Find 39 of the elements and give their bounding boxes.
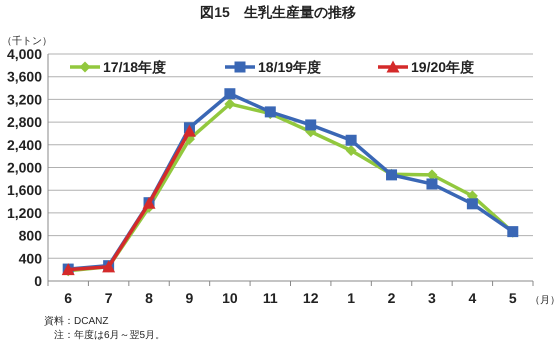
legend-label: 18/19年度 (258, 59, 322, 75)
x-tick-label: 8 (145, 290, 154, 306)
y-tick-label: 3,200 (6, 91, 42, 108)
y-tick-label: 4,000 (6, 46, 42, 62)
point (224, 98, 236, 110)
chart-title: 図15 生乳生産量の推移 (200, 4, 356, 20)
y-tick-label: 800 (18, 228, 42, 244)
point (426, 178, 438, 190)
point (466, 198, 478, 210)
legend-label: 19/20年度 (411, 59, 474, 75)
y-tick-label: 1,600 (6, 182, 42, 198)
y-tick-label: 2,000 (6, 160, 42, 176)
x-tick-label: 10 (222, 290, 238, 306)
point (346, 144, 357, 156)
x-tick-label: 3 (428, 290, 436, 306)
text: 注：年度は6月～翌5月。 (44, 329, 166, 341)
point (305, 119, 316, 130)
x-axis-title: （月） (530, 295, 556, 306)
y-tick-label: 400 (18, 250, 42, 266)
legend-label: 17/18年度 (103, 59, 166, 75)
x-tick-label: 9 (186, 290, 194, 306)
x-tick-label: 4 (468, 290, 476, 306)
x-tick-label: 7 (104, 290, 113, 306)
x-tick-label: 1 (347, 290, 356, 306)
y-tick-label: 2,800 (6, 114, 42, 130)
y-axis-title: （千トン） (2, 35, 52, 47)
y-tick-label: 0 (34, 273, 42, 289)
y-tick-label: 1,200 (6, 204, 42, 221)
x-tick-label: 12 (302, 290, 319, 306)
y-tick-label: 2,400 (6, 136, 42, 153)
y-tick-label: 3,600 (6, 68, 42, 85)
x-tick-label: 6 (64, 290, 72, 306)
point (182, 124, 196, 137)
x-tick-label: 5 (508, 290, 517, 306)
x-tick-label: 11 (262, 290, 278, 306)
x-tick-label: 2 (388, 290, 396, 306)
text: 資料：DCANZ (44, 315, 108, 327)
point (224, 88, 236, 100)
point (346, 134, 357, 146)
